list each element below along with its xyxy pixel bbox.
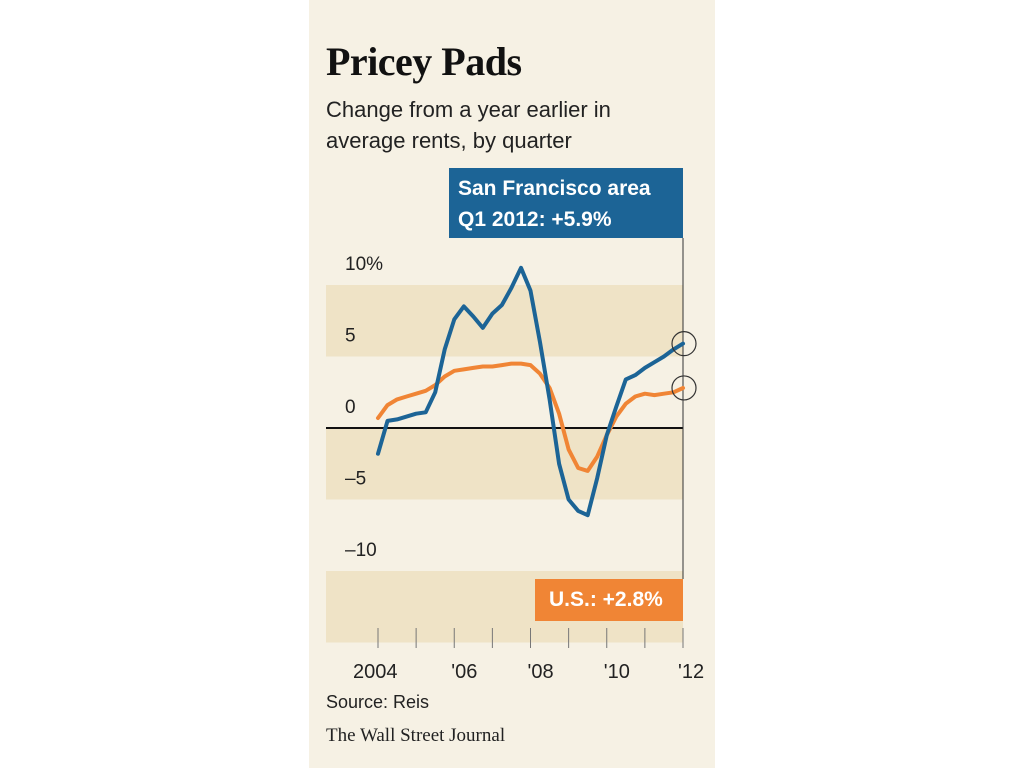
y-tick-label-3: –5 xyxy=(345,469,366,490)
x-tick-label-1: '06 xyxy=(451,661,477,683)
us-end-marker xyxy=(671,375,697,401)
sf-callout-value: Q1 2012: +5.9% xyxy=(458,208,612,231)
source-note: Source: Reis xyxy=(326,692,430,712)
y-tick-label-2: 0 xyxy=(345,397,356,418)
y-axis-labels: 10% 5 0 –5 –10 xyxy=(345,254,383,561)
series-lines xyxy=(376,265,685,518)
x-tick-label-3: '10 xyxy=(604,661,630,683)
y-tick-label-4: –10 xyxy=(345,540,377,561)
y-tick-label-0: 10% xyxy=(345,254,383,275)
series-line-sf xyxy=(376,265,685,518)
x-tick-label-0: 2004 xyxy=(353,661,398,683)
x-axis-labels: 2004 '06 '08 '10 '12 xyxy=(353,661,704,683)
chart-title: Pricey Pads xyxy=(326,39,522,84)
x-tick-label-4: '12 xyxy=(678,661,704,683)
publisher-credit: The Wall Street Journal xyxy=(326,725,506,746)
us-callout: U.S.: +2.8% xyxy=(535,579,683,621)
sf-callout-name: San Francisco area xyxy=(458,177,651,200)
chart-subtitle: Change from a year earlier in average re… xyxy=(326,97,611,153)
y-tick-label-1: 5 xyxy=(345,326,356,347)
y-band-0 xyxy=(326,285,683,357)
series-line-us xyxy=(376,361,685,473)
x-tick-label-2: '08 xyxy=(528,661,554,683)
sf-end-marker xyxy=(671,331,697,357)
end-markers xyxy=(671,331,697,401)
y-band-1 xyxy=(326,428,683,500)
x-tick-marks xyxy=(377,628,684,648)
sf-callout: San Francisco area Q1 2012: +5.9% xyxy=(449,168,683,238)
